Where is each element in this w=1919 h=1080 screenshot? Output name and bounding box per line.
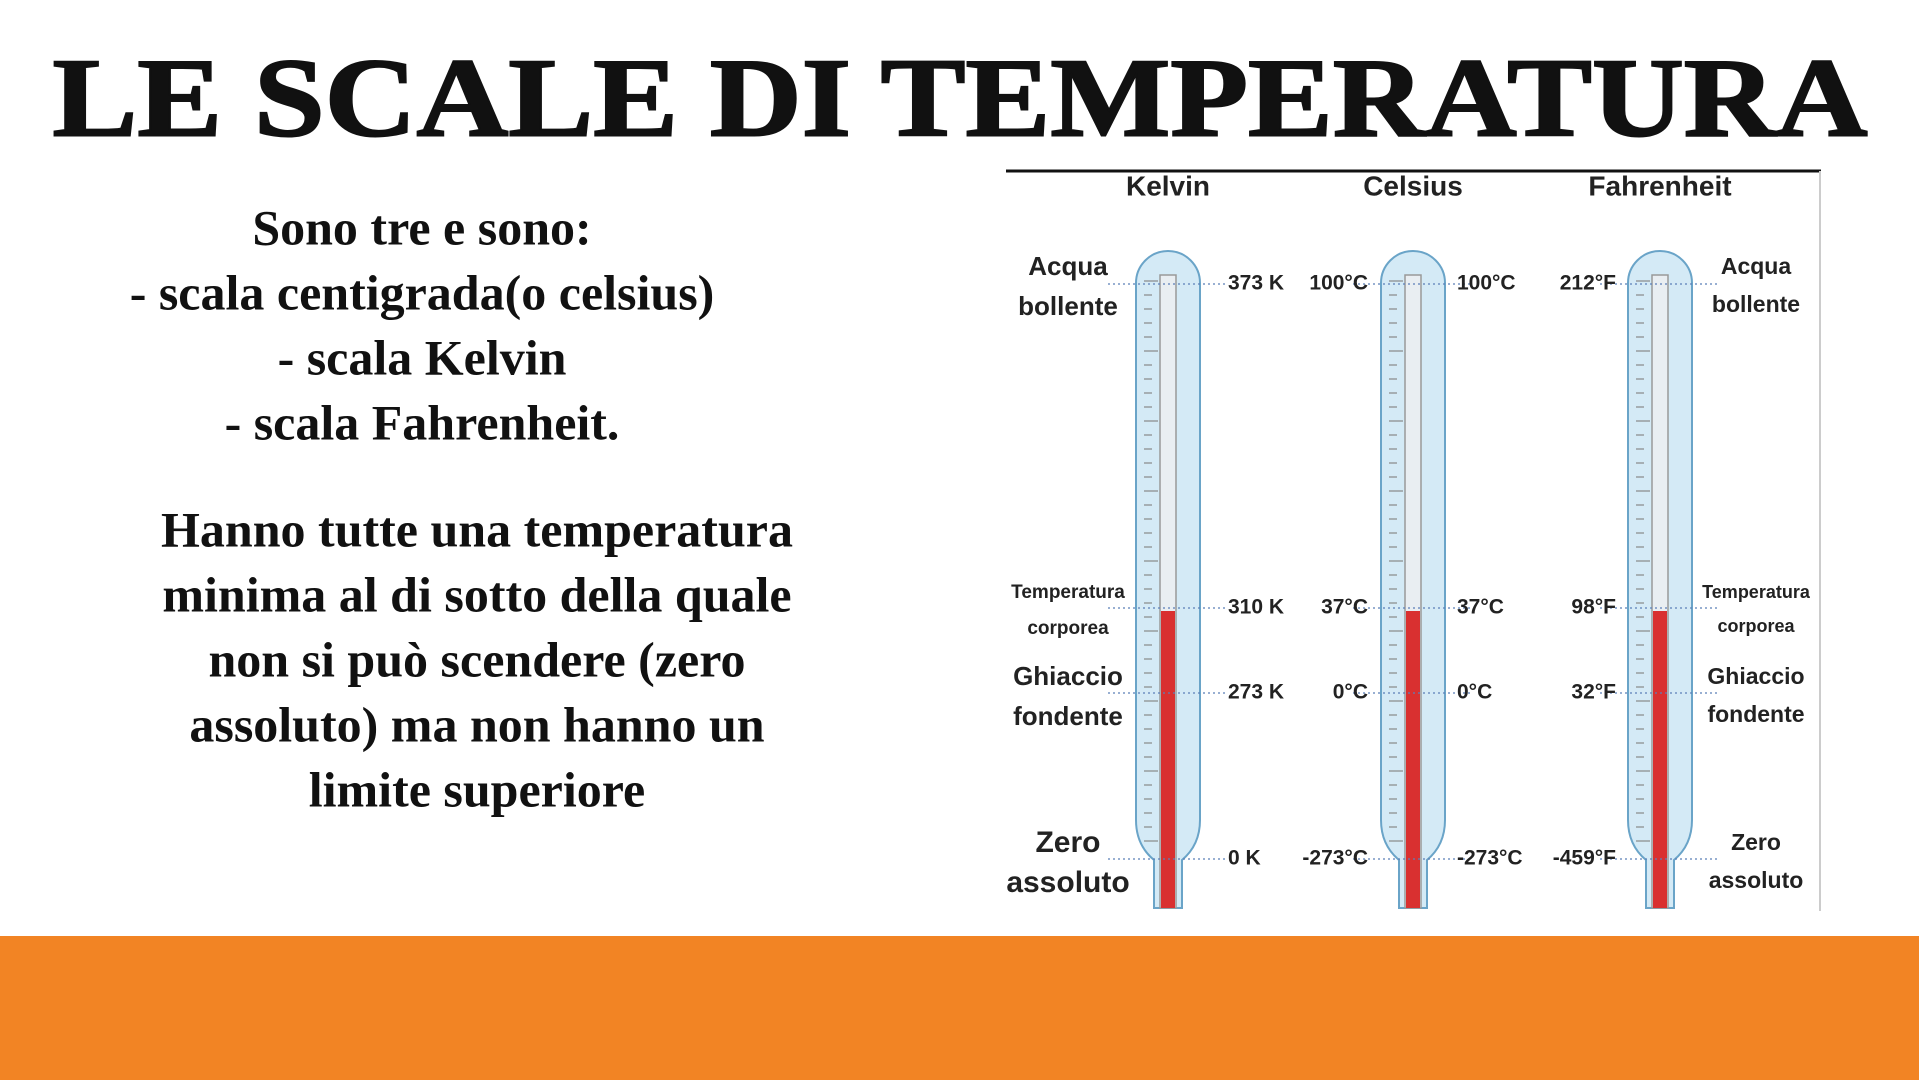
kelvin-value: 310 K [1228, 596, 1284, 619]
intro-list: Sono tre e sono: - scala centigrada(o cel… [130, 199, 715, 450]
paragraph-line: assoluto) ma non hanno un [189, 696, 764, 752]
point-label: Acqua [1028, 251, 1108, 281]
paragraph-line: non si può scendere (zero [208, 631, 745, 687]
point-label: Zero [1035, 826, 1100, 859]
celsius-value-right: 37°C [1457, 596, 1504, 619]
point-label: fondente [1013, 701, 1123, 731]
point-label-right: assoluto [1709, 867, 1804, 893]
mercury [1406, 611, 1420, 908]
scale-heading: Celsius [1363, 170, 1463, 201]
paragraph-line: Hanno tutte una temperatura [161, 501, 793, 557]
point-label: Ghiaccio [1013, 661, 1123, 691]
intro-line: - scala centigrada(o celsius) [130, 264, 715, 320]
celsius-value-right: 100°C [1457, 272, 1516, 295]
celsius-value-right: -273°C [1457, 847, 1523, 870]
scale-heading: Kelvin [1126, 170, 1210, 201]
point-label-right: corporea [1717, 616, 1795, 636]
thermometer-diagram: Kelvin Celsius Fahrenheit Acqua Acqua bollent… [1006, 169, 1821, 911]
paragraph-line: limite superiore [309, 761, 646, 817]
paragraph-line: minima al di sotto della quale [162, 566, 791, 622]
fahrenheit-value: -459°F [1553, 847, 1616, 870]
celsius-value-right: 0°C [1457, 681, 1492, 704]
fahrenheit-value: 32°F [1571, 681, 1616, 704]
mercury [1653, 611, 1667, 908]
intro-line: Sono tre e sono: [252, 199, 591, 255]
kelvin-value: 373 K [1228, 272, 1284, 295]
kelvin-value: 273 K [1228, 681, 1284, 704]
fahrenheit-value: 212°F [1560, 272, 1616, 295]
point-label: assoluto [1006, 866, 1129, 899]
point-label-right: Ghiaccio [1707, 663, 1804, 689]
point-label: corporea [1027, 618, 1109, 639]
slide-title: LE SCALE DI TEMPERATURA [53, 37, 1868, 161]
celsius-value-left: -273°C [1302, 847, 1368, 870]
paragraph: Hanno tutte una temperatura minima al di … [161, 501, 793, 817]
scale-heading: Fahrenheit [1588, 170, 1731, 201]
point-label: bollente [1018, 291, 1118, 321]
point-label-right: Temperatura [1702, 582, 1811, 602]
celsius-value-left: 37°C [1321, 596, 1368, 619]
fahrenheit-value: 98°F [1571, 596, 1616, 619]
celsius-value-left: 100°C [1309, 272, 1368, 295]
point-label-right: Acqua [1721, 253, 1792, 279]
point-label-right: bollente [1712, 291, 1800, 317]
intro-line: - scala Kelvin [278, 329, 567, 385]
point-label-right: fondente [1707, 701, 1804, 727]
point-label-right: Zero [1731, 829, 1781, 855]
intro-line: - scala Fahrenheit. [225, 394, 620, 450]
point-label: Temperatura [1011, 582, 1125, 603]
mercury [1161, 611, 1175, 908]
footer-bar [0, 936, 1919, 1080]
celsius-value-left: 0°C [1333, 681, 1368, 704]
kelvin-value: 0 K [1228, 847, 1261, 870]
